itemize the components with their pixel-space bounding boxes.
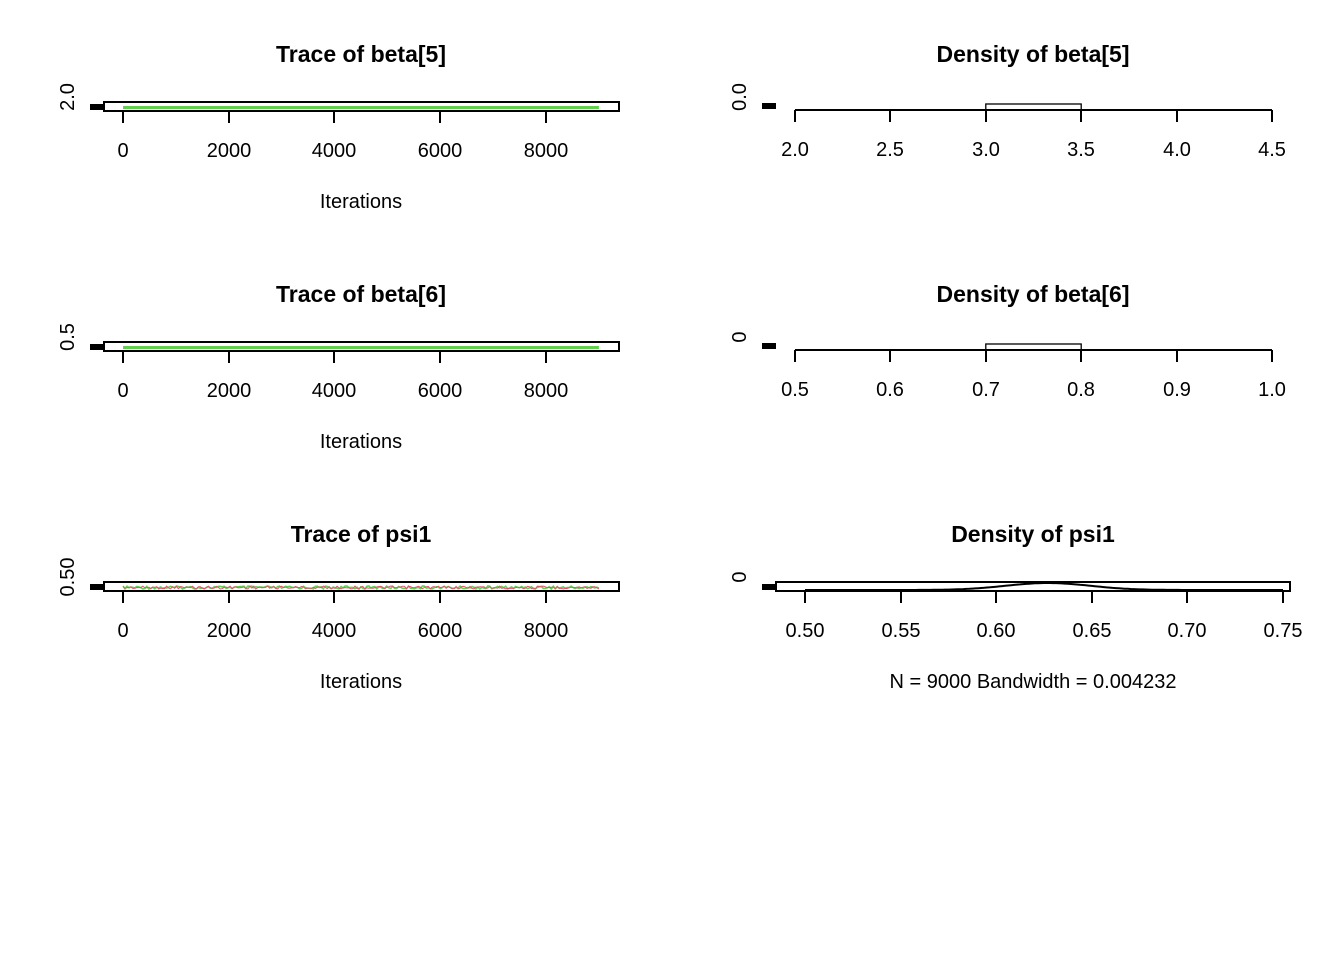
density-panel-psi1: Density of psi1 0.50 0.55 0.60 0.65 0.70 0.75…	[729, 521, 1302, 693]
trace-panel-beta6: Trace of beta[6] 0 2000 4000 6000 8000 0.5 I…	[57, 281, 620, 453]
x-tick-label: 2.5	[876, 139, 904, 161]
x-tick-label: 1.0	[1258, 379, 1286, 401]
x-tick-label: 2000	[207, 620, 252, 642]
trace-series-line	[122, 585, 600, 590]
x-tick-label: 0.75	[1264, 620, 1303, 642]
trace-psi1-marks	[90, 581, 620, 592]
x-tick-label: 6000	[418, 380, 463, 402]
y-tick-label: 0	[729, 571, 751, 582]
x-axis-label: Iterations	[320, 671, 402, 693]
x-tick-label: 0.55	[882, 620, 921, 642]
x-tick-label: 2000	[207, 380, 252, 402]
panel-title: Density of beta[6]	[937, 281, 1130, 307]
x-tick-label: 6000	[418, 620, 463, 642]
panel-title: Trace of psi1	[291, 521, 432, 547]
trace-beta5-x-axis: 0 2000 4000 6000 8000	[117, 110, 569, 162]
density-panel-beta5: Density of beta[5] 2.0 2.5 3.0 3.5 4.0 4.5 0.…	[729, 41, 1286, 161]
density-beta6-marks	[762, 343, 1082, 351]
x-tick-label: 0.5	[781, 379, 809, 401]
x-tick-label: 0.60	[977, 620, 1016, 642]
x-tick-label: 8000	[524, 140, 569, 162]
y-tick-label: 0	[729, 331, 751, 342]
y-axis-tick-mark	[90, 344, 104, 350]
trace-beta5-marks	[90, 101, 620, 112]
x-axis-label: Iterations	[320, 191, 402, 213]
density-beta6-y-axis: 0	[729, 331, 751, 342]
x-tick-label: 4.5	[1258, 139, 1286, 161]
y-axis-tick-mark	[762, 103, 776, 109]
x-tick-label: 4000	[312, 620, 357, 642]
trace-psi1-x-axis: 0 2000 4000 6000 8000	[117, 590, 569, 642]
x-axis-label: Iterations	[320, 431, 402, 453]
y-axis-tick-mark	[90, 104, 104, 110]
y-axis-tick-mark	[90, 584, 104, 590]
x-tick-label: 4000	[312, 380, 357, 402]
density-beta5-y-axis: 0.0	[729, 83, 751, 111]
trace-panel-psi1: Trace of psi1 0 2000 4000 6000 8000 0.50 Ite…	[57, 521, 620, 693]
x-tick-label: 0.70	[1168, 620, 1207, 642]
x-tick-label: 0.9	[1163, 379, 1191, 401]
x-tick-label: 0.8	[1067, 379, 1095, 401]
panel-title: Trace of beta[5]	[276, 41, 446, 67]
y-tick-label: 0.0	[729, 83, 751, 111]
y-axis-tick-mark	[762, 584, 776, 590]
trace-beta5-y-axis: 2.0	[57, 83, 79, 111]
trace-beta6-x-axis: 0 2000 4000 6000 8000	[117, 350, 569, 402]
x-tick-label: 4.0	[1163, 139, 1191, 161]
x-axis-label: N = 9000 Bandwidth = 0.004232	[890, 671, 1177, 693]
y-tick-label: 2.0	[57, 83, 79, 111]
x-tick-label: 8000	[524, 380, 569, 402]
panel-title: Trace of beta[6]	[276, 281, 446, 307]
x-tick-label: 2000	[207, 140, 252, 162]
y-tick-label: 0.50	[57, 558, 79, 597]
x-tick-label: 2.0	[781, 139, 809, 161]
y-tick-label: 0.5	[57, 323, 79, 351]
y-axis-tick-mark	[762, 343, 776, 349]
density-psi1-y-axis: 0	[729, 571, 751, 582]
x-tick-label: 0	[117, 380, 128, 402]
x-tick-label: 0	[117, 140, 128, 162]
x-tick-label: 0.50	[786, 620, 825, 642]
x-tick-label: 4000	[312, 140, 357, 162]
x-tick-label: 0.65	[1073, 620, 1112, 642]
density-curve	[805, 582, 1283, 591]
x-tick-label: 8000	[524, 620, 569, 642]
x-tick-label: 3.0	[972, 139, 1000, 161]
density-psi1-marks	[762, 581, 1291, 592]
density-psi1-x-axis: 0.50 0.55 0.60 0.65 0.70 0.75	[786, 590, 1303, 642]
trace-psi1-y-axis: 0.50	[57, 558, 79, 597]
x-tick-label: 3.5	[1067, 139, 1095, 161]
trace-beta6-marks	[90, 341, 620, 352]
x-tick-label: 0	[117, 620, 128, 642]
trace-beta6-y-axis: 0.5	[57, 323, 79, 351]
x-tick-label: 0.6	[876, 379, 904, 401]
density-beta5-x-axis: 2.0 2.5 3.0 3.5 4.0 4.5	[781, 109, 1286, 161]
panel-title: Density of beta[5]	[937, 41, 1130, 67]
trace-panel-beta5: Trace of beta[5] 0 2000 4000 6000 8000 2.0 I…	[57, 41, 620, 213]
density-panel-beta6: Density of beta[6] 0.5 0.6 0.7 0.8 0.9 1.0 0	[729, 281, 1286, 401]
density-beta6-x-axis: 0.5 0.6 0.7 0.8 0.9 1.0	[781, 349, 1286, 401]
density-beta5-marks	[762, 103, 1082, 111]
panel-title: Density of psi1	[951, 521, 1115, 547]
x-tick-label: 6000	[418, 140, 463, 162]
x-tick-label: 0.7	[972, 379, 1000, 401]
